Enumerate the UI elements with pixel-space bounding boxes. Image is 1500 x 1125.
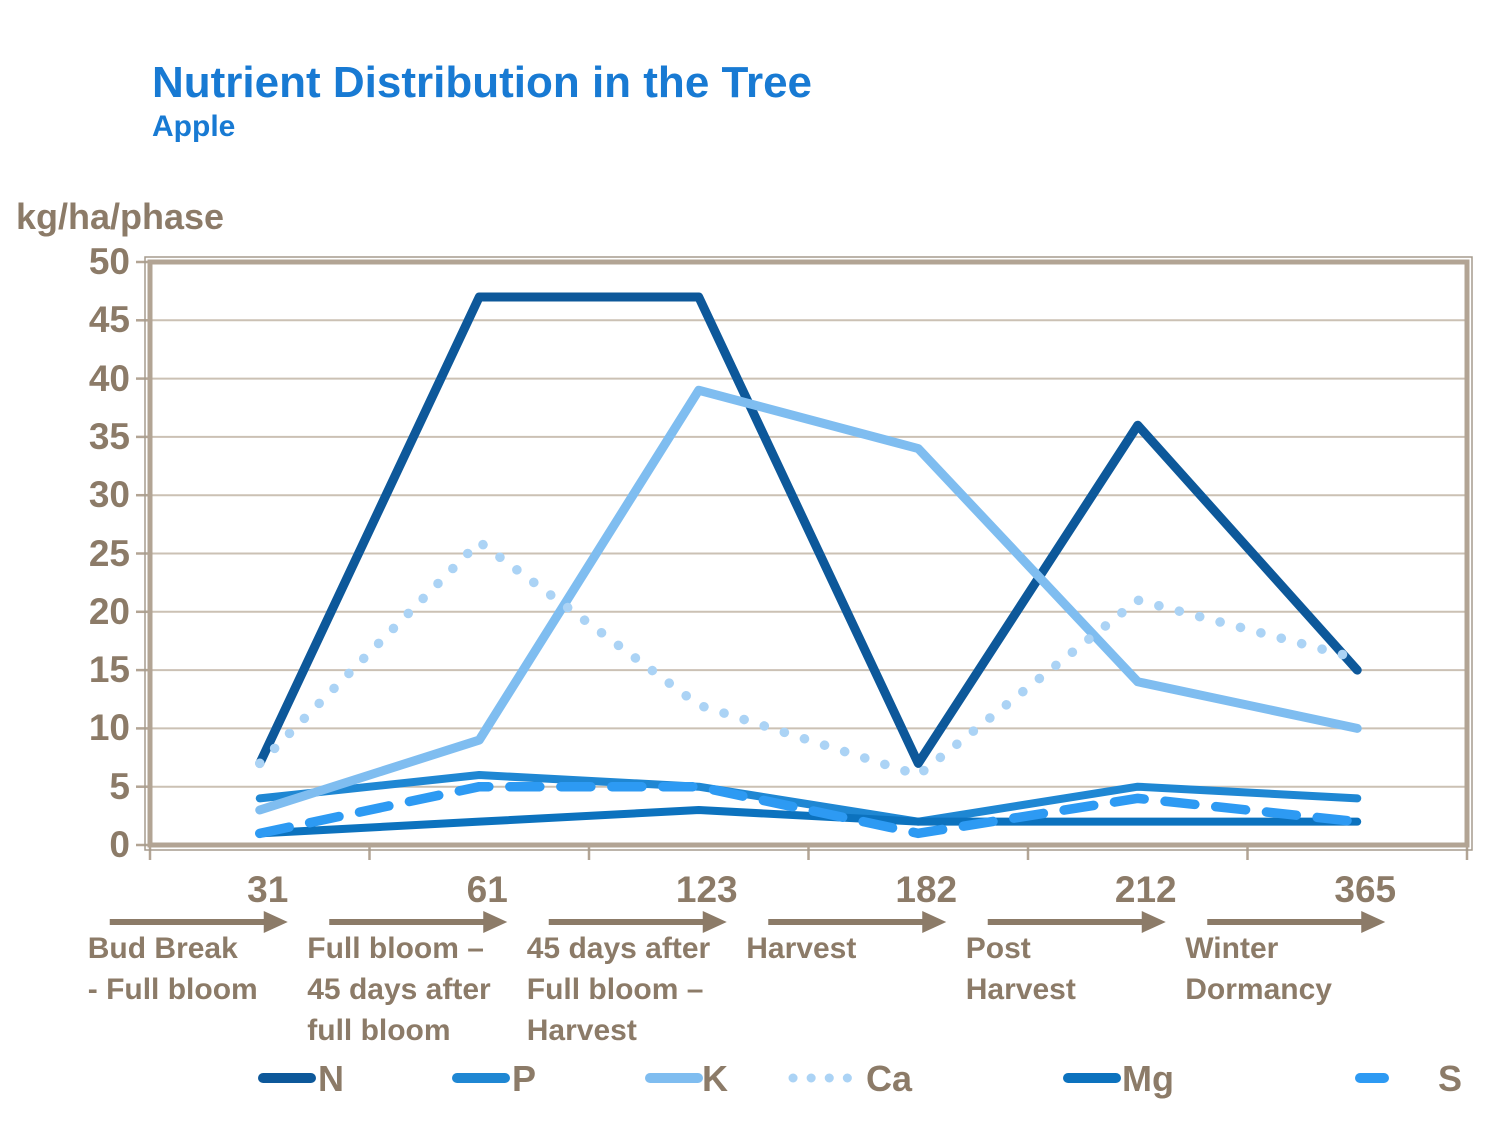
phase-label-6: Winter Dormancy — [1185, 928, 1332, 1010]
phase-label-line: Harvest — [965, 973, 1076, 1006]
y-axis-label-0: 0 — [109, 824, 130, 865]
phase-label-line: Harvest — [526, 1014, 637, 1047]
y-axis-label-20: 20 — [88, 590, 130, 632]
phase-label-line: Bud Break — [87, 932, 238, 965]
y-axis-label-10: 10 — [88, 707, 130, 749]
x-axis-label-day-182: 182 — [895, 869, 958, 910]
legend-label-N: N — [318, 1058, 344, 1099]
y-axis-label-35: 35 — [88, 415, 130, 457]
phase-label-line: Dormancy — [1185, 973, 1332, 1006]
page-title: Nutrient Distribution in the Tree — [152, 58, 813, 107]
phase-arrow-head — [922, 911, 947, 933]
phase-label-3: 45 days after Full bloom – Harvest — [527, 928, 710, 1051]
phase-arrow-head — [1141, 911, 1166, 933]
phase-arrow-head — [263, 911, 288, 933]
phase-label-line: Harvest — [746, 932, 857, 965]
series-line-Mg — [255, 806, 1362, 838]
x-axis-label-day-123: 123 — [675, 869, 738, 910]
plot-border-shadow — [144, 256, 1473, 851]
series-line-K — [255, 385, 1362, 815]
phase-label-5: Post Harvest — [966, 928, 1076, 1010]
plot-border — [147, 259, 1470, 848]
x-axis-label-day-212: 212 — [1114, 869, 1177, 910]
legend-label-K: K — [702, 1058, 728, 1099]
y-axis-label-45: 45 — [88, 299, 130, 341]
y-axis-label-15: 15 — [88, 649, 130, 691]
x-axis-label-day-31: 31 — [247, 869, 289, 910]
y-axis-label-50: 50 — [88, 241, 130, 282]
phase-label-line: Post — [965, 932, 1031, 965]
y-axis-unit-label: kg/ha/phase — [16, 196, 225, 237]
series-line-S — [255, 781, 1362, 839]
phase-label-line: Full bloom – — [307, 932, 484, 965]
series-line-Ca — [255, 537, 1362, 780]
phase-label-1: Bud Break - Full bloom — [88, 928, 258, 1010]
phase-label-line: - Full bloom — [87, 973, 258, 1006]
phase-arrow-head — [1361, 911, 1386, 933]
phase-arrow-head — [483, 911, 508, 933]
y-axis-label-5: 5 — [109, 765, 130, 807]
legend-label-Mg: Mg — [1122, 1058, 1174, 1099]
series-line-P — [255, 771, 1362, 826]
phase-label-line: Winter — [1185, 932, 1279, 965]
x-axis-label-day-61: 61 — [466, 869, 508, 910]
phase-label-2: Full bloom – 45 days after full bloom — [307, 928, 490, 1051]
phase-label-line: full bloom — [307, 1014, 451, 1047]
series-line-N — [255, 292, 1362, 768]
x-axis-label-day-365: 365 — [1334, 869, 1397, 910]
page-subtitle: Apple — [152, 110, 236, 143]
legend-label-Ca: Ca — [866, 1058, 913, 1099]
phase-label-line: Full bloom – — [526, 973, 704, 1006]
y-axis-label-30: 30 — [88, 474, 130, 516]
legend-label-P: P — [512, 1058, 537, 1099]
y-axis-label-25: 25 — [88, 532, 130, 574]
y-axis-label-40: 40 — [88, 357, 130, 399]
legend-label-S: S — [1438, 1058, 1463, 1099]
phase-label-line: 45 days after — [307, 973, 491, 1006]
phase-label-4: Harvest — [746, 928, 856, 969]
phase-label-line: 45 days after — [526, 932, 711, 965]
phase-arrow-head — [702, 911, 727, 933]
